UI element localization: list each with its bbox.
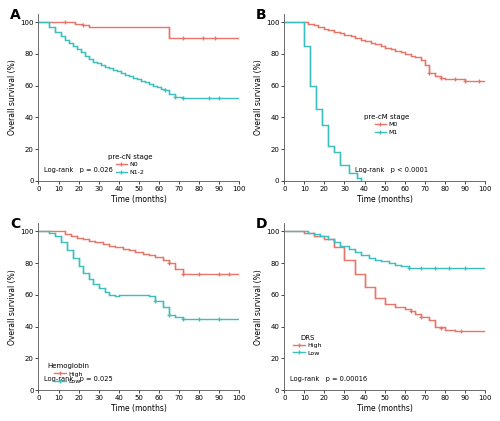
Legend: M0, M1: M0, M1 — [364, 114, 409, 135]
X-axis label: Time (months): Time (months) — [356, 404, 412, 413]
X-axis label: Time (months): Time (months) — [356, 195, 412, 204]
X-axis label: Time (months): Time (months) — [111, 404, 166, 413]
Y-axis label: Overall survival (%): Overall survival (%) — [254, 60, 263, 136]
Y-axis label: Overall survival (%): Overall survival (%) — [8, 269, 18, 344]
Text: C: C — [10, 217, 20, 231]
Text: Log-rank   p = 0.026: Log-rank p = 0.026 — [44, 167, 113, 173]
Y-axis label: Overall survival (%): Overall survival (%) — [254, 269, 263, 344]
Text: Log-rank   p = 0.00016: Log-rank p = 0.00016 — [290, 376, 368, 382]
Y-axis label: Overall survival (%): Overall survival (%) — [8, 60, 18, 136]
Text: D: D — [256, 217, 268, 231]
Text: A: A — [10, 8, 21, 21]
Text: Log-rank   p = 0.025: Log-rank p = 0.025 — [44, 376, 113, 382]
Legend: High, Low: High, Low — [48, 363, 90, 384]
Legend: N0, N1-2: N0, N1-2 — [108, 154, 152, 175]
Legend: High, Low: High, Low — [294, 335, 322, 356]
Text: Log-rank   p < 0.0001: Log-rank p < 0.0001 — [354, 167, 428, 173]
X-axis label: Time (months): Time (months) — [111, 195, 166, 204]
Text: B: B — [256, 8, 267, 21]
